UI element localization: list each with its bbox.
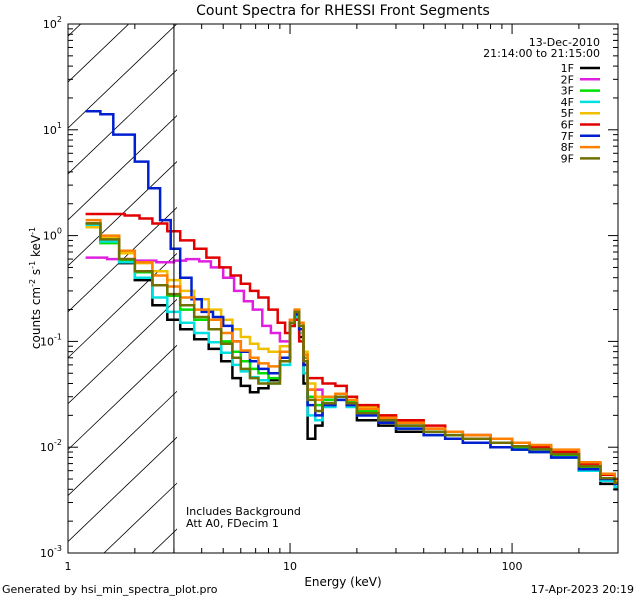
legend-label-8F: 8F	[561, 141, 574, 154]
legend-label-3F: 3F	[561, 85, 574, 98]
date-label: 13-Dec-2010	[529, 36, 600, 49]
hatch-line	[68, 24, 177, 129]
legend-label-1F: 1F	[561, 62, 574, 75]
hatch-line	[68, 24, 82, 37]
timestamp-label: 17-Apr-2023 20:19	[530, 583, 634, 596]
x-tick-label: 100	[502, 560, 523, 573]
hatch-line	[68, 390, 177, 497]
plot-frame	[67, 23, 619, 554]
y-tick-label: 10-2	[40, 438, 62, 454]
hatch-line	[103, 482, 177, 553]
time-range-label: 21:14:00 to 21:15:00	[483, 47, 600, 60]
series-line-8F	[85, 218, 618, 481]
y-tick-label: 102	[43, 15, 62, 31]
chart-info: 13-Dec-2010 21:14:00 to 21:15:00	[483, 36, 600, 60]
y-tick-label: 10-3	[40, 544, 62, 560]
background-excluded-region	[68, 17, 640, 553]
x-tick-label: 1	[65, 560, 72, 573]
hatch-line	[68, 252, 177, 359]
legend-label-2F: 2F	[561, 73, 574, 86]
hatch-line	[68, 344, 177, 451]
y-tick-label: 100	[43, 227, 62, 243]
generated-by-label: Generated by hsi_min_spectra_plot.pro	[2, 583, 218, 596]
chart-title: Count Spectra for RHESSI Front Segments	[196, 3, 490, 19]
series-line-5F	[85, 225, 618, 483]
y-axis-label: counts cm-2 s-1 keV-1	[28, 227, 43, 349]
hatch-line	[68, 69, 177, 175]
y-tick-label: 101	[43, 121, 62, 137]
y-tick-label: 10-1	[40, 332, 62, 348]
hatch-line	[68, 436, 177, 543]
x-tick-labels: 1 10 100	[65, 560, 523, 573]
annotation-text: Includes Background	[186, 505, 301, 518]
legend-label-6F: 6F	[561, 119, 574, 132]
hatch-line	[200, 17, 640, 553]
series-line-6F	[85, 212, 618, 481]
series-line-9F	[85, 222, 618, 485]
legend-label-7F: 7F	[561, 130, 574, 143]
y-tick-labels: 10-3 10-2 10-1 100 101 102	[40, 15, 62, 560]
hatch-line	[68, 298, 177, 405]
axis-ticks	[67, 24, 619, 554]
x-tick-label: 10	[283, 560, 297, 573]
legend-label-9F: 9F	[561, 152, 574, 165]
hatch-line	[68, 206, 177, 313]
x-axis-label: Energy (keV)	[304, 575, 381, 589]
annotation-text: Att A0, FDecim 1	[186, 517, 279, 530]
legend-label-4F: 4F	[561, 96, 574, 109]
legend-label-5F: 5F	[561, 107, 574, 120]
series-layer	[85, 109, 618, 491]
